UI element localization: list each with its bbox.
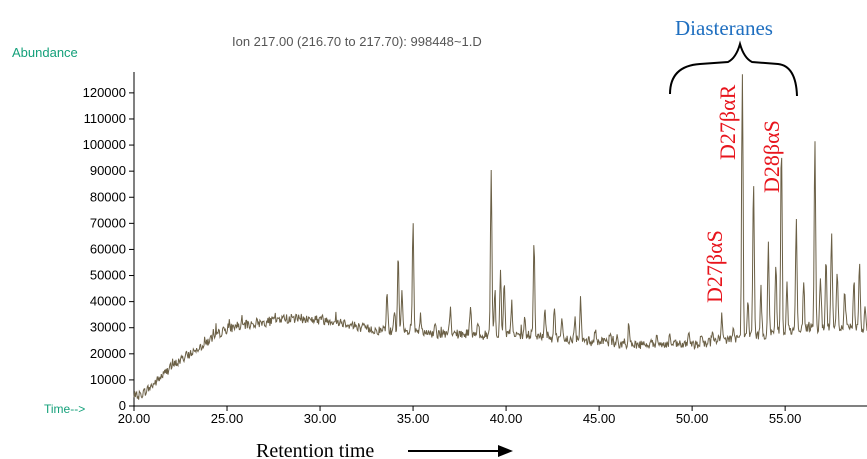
peak-label-d27-bar: D27βαR xyxy=(715,84,740,160)
x-tick-label: 55.00 xyxy=(769,411,802,426)
chromatogram-trace xyxy=(133,74,867,400)
x-tick-label: 40.00 xyxy=(490,411,523,426)
x-tick-label: 45.00 xyxy=(583,411,616,426)
x-tick-label: 20.00 xyxy=(118,411,151,426)
retention-arrow-head xyxy=(498,445,513,457)
y-tick-label: 60000 xyxy=(90,241,126,256)
y-tick-label: 50000 xyxy=(90,268,126,283)
diasteranes-brace xyxy=(669,40,798,97)
x-tick-label: 25.00 xyxy=(211,411,244,426)
y-tick-label: 120000 xyxy=(83,85,126,100)
chart-title: Ion 217.00 (216.70 to 217.70): 998448~1.… xyxy=(232,34,482,49)
y-tick-label: 0 xyxy=(119,398,126,413)
y-tick-label: 40000 xyxy=(90,294,126,309)
x-tick-label: 30.00 xyxy=(304,411,337,426)
y-tick-label: 20000 xyxy=(90,346,126,361)
y-tick-label: 90000 xyxy=(90,163,126,178)
diasteranes-label: Diasteranes xyxy=(675,16,773,40)
x-tick-label: 50.00 xyxy=(676,411,709,426)
y-tick-label: 80000 xyxy=(90,189,126,204)
x-axis-prefix-label: Time--> xyxy=(44,402,85,416)
peak-label-d27-bas: D27βαS xyxy=(702,230,727,303)
y-axis-label: Abundance xyxy=(12,45,78,60)
x-tick-label: 35.00 xyxy=(397,411,430,426)
retention-time-label: Retention time xyxy=(256,440,374,459)
peak-label-d28-bas: D28βαS xyxy=(759,120,784,193)
y-tick-label: 70000 xyxy=(90,215,126,230)
y-tick-label: 100000 xyxy=(83,137,126,152)
y-tick-label: 110000 xyxy=(84,111,126,126)
x-tick-group: 20.00 25.00 30.00 35.00 40.00 45.00 50.00 55.00 xyxy=(118,406,802,426)
y-tick-label: 30000 xyxy=(90,320,126,335)
y-tick-label: 10000 xyxy=(90,372,126,387)
y-tick-group: 0 10000 20000 30000 40000 50000 60000 70000 8000… xyxy=(83,85,134,413)
